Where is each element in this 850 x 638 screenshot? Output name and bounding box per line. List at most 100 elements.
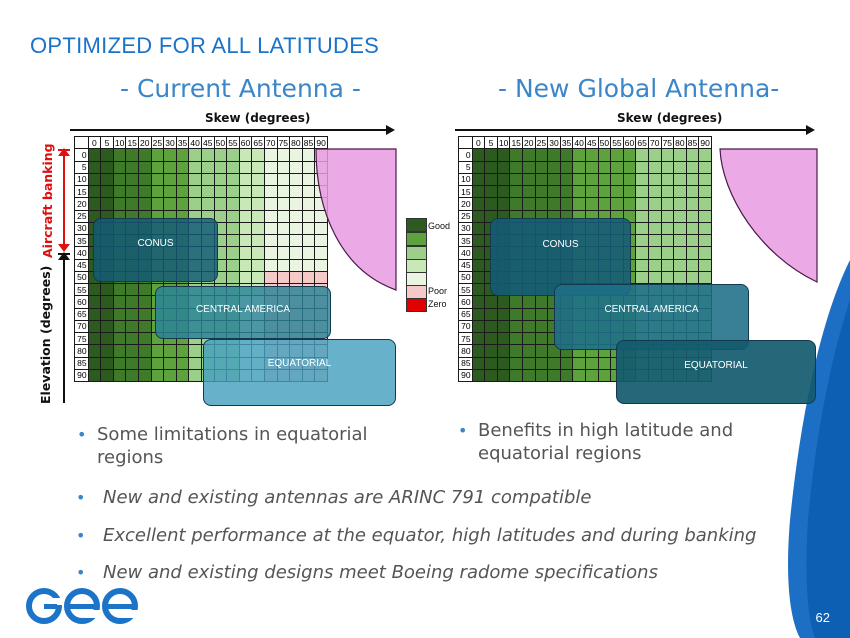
right-skew-tick: 80: [673, 135, 687, 150]
left-grid-cell: [301, 270, 316, 285]
right-grid-cell: [471, 172, 486, 187]
left-grid-cell: [125, 356, 139, 370]
right-grid-cell: [534, 184, 549, 199]
left-grid-cell: [87, 282, 102, 297]
left-grid-cell: [301, 172, 316, 187]
right-grid-cell: [635, 148, 649, 162]
left-grid-cell: [226, 221, 240, 236]
right-grid-cell: [597, 148, 612, 162]
right-grid-cell: [471, 184, 486, 199]
left-grid-cell: [289, 258, 303, 272]
left-grid-cell: [276, 246, 291, 260]
left-grid-cell: [175, 197, 190, 211]
right-grid-cell: [496, 295, 511, 309]
left-grid-cell: [263, 209, 278, 223]
left-grid-cell: [238, 246, 253, 260]
left-grid-cell: [137, 184, 152, 199]
left-grid-cell: [125, 344, 139, 358]
left-grid-cell: [226, 270, 240, 285]
left-grid-cell: [226, 148, 240, 162]
right-elevation-tick: 5: [458, 160, 473, 174]
left-grid-cell: [301, 233, 316, 248]
left-elevation-tick: 60: [74, 295, 89, 309]
left-grid-cell: [289, 197, 303, 211]
left-grid-cell: [263, 246, 278, 260]
right-grid-cell: [471, 148, 486, 162]
right-elevation-tick: 15: [458, 184, 473, 199]
left-grid-cell: [289, 270, 303, 285]
left-grid-cell: [226, 209, 240, 223]
right-grid-cell: [559, 368, 574, 383]
right-grid-cell: [647, 233, 662, 248]
left-grid-cell: [276, 184, 291, 199]
right-grid-cell: [471, 331, 486, 346]
right-grid-cell: [521, 184, 536, 199]
left-grid-cell: [289, 172, 303, 187]
left-grid-cell: [87, 319, 102, 334]
left-grid-cell: [276, 209, 291, 223]
right-grid-cell: [521, 331, 536, 346]
right-grid-cell: [584, 172, 599, 187]
right-grid-cell: [597, 368, 612, 383]
left-grid-cell: [289, 209, 303, 223]
left-grid-cell: [251, 197, 265, 211]
right-elevation-tick: 30: [458, 221, 473, 236]
left-grid-cell: [137, 344, 152, 358]
right-grid-cell: [635, 258, 649, 272]
right-grid-cell: [610, 160, 624, 174]
left-grid-cell: [301, 246, 316, 260]
left-grid-cell: [137, 172, 152, 187]
right-grid-cell: [572, 197, 586, 211]
left-grid-cell: [188, 148, 202, 162]
left-grid-cell: [87, 307, 102, 321]
gee-logo-icon: [26, 588, 138, 624]
left-grid-cell: [175, 172, 190, 187]
left-grid-cell: [238, 209, 253, 223]
right-grid-cell: [597, 184, 612, 199]
left-elevation-tick: 20: [74, 197, 89, 211]
right-grid-cell: [673, 270, 687, 285]
left-elevation-tick: 30: [74, 221, 89, 236]
left-grid-cell: [100, 172, 114, 187]
left-skew-tick: 35: [175, 135, 190, 150]
left-grid-cell: [137, 368, 152, 383]
right-region-central-america: CENTRAL AMERICA: [554, 284, 749, 350]
right-skew-tick: 35: [559, 135, 574, 150]
right-grid-cell: [584, 197, 599, 211]
right-grid-cell: [660, 172, 675, 187]
right-grid-cell: [660, 258, 675, 272]
left-elevation-tick: 65: [74, 307, 89, 321]
left-grid-cell: [125, 282, 139, 297]
left-grid-cell: [238, 172, 253, 187]
right-grid-cell: [496, 356, 511, 370]
left-skew-tick: 60: [238, 135, 253, 150]
legend-label-good: Good: [428, 221, 451, 231]
right-grid-cell: [610, 197, 624, 211]
left-grid-cell: [314, 233, 328, 248]
left-elevation-tick: 55: [74, 282, 89, 297]
legend-swatch-good: [406, 218, 427, 232]
right-elevation-tick: 50: [458, 270, 473, 285]
left-grid-cell: [314, 184, 328, 199]
left-grid-cell: [87, 331, 102, 346]
right-grid-cell: [509, 148, 523, 162]
right-grid-cell: [534, 148, 549, 162]
right-grid-cell: [685, 270, 700, 285]
right-grid-cell: [673, 246, 687, 260]
right-grid-cell: [660, 184, 675, 199]
left-grid-cell: [213, 160, 228, 174]
right-grid-cell: [635, 233, 649, 248]
left-grid-cell: [112, 344, 127, 358]
left-skew-tick: 30: [163, 135, 177, 150]
right-grid-cell: [509, 160, 523, 174]
left-grid-cell: [87, 172, 102, 187]
right-grid-cell: [471, 197, 486, 211]
right-grid-cell: [660, 160, 675, 174]
right-panel-bullet: • Benefits in high latitude and equatori…: [458, 419, 758, 465]
right-grid-cell: [521, 295, 536, 309]
right-skew-label: Skew (degrees): [617, 111, 723, 125]
left-grid-cell: [213, 148, 228, 162]
right-grid-cell: [521, 172, 536, 187]
left-grid-cell: [276, 148, 291, 162]
left-grid-cell: [263, 270, 278, 285]
